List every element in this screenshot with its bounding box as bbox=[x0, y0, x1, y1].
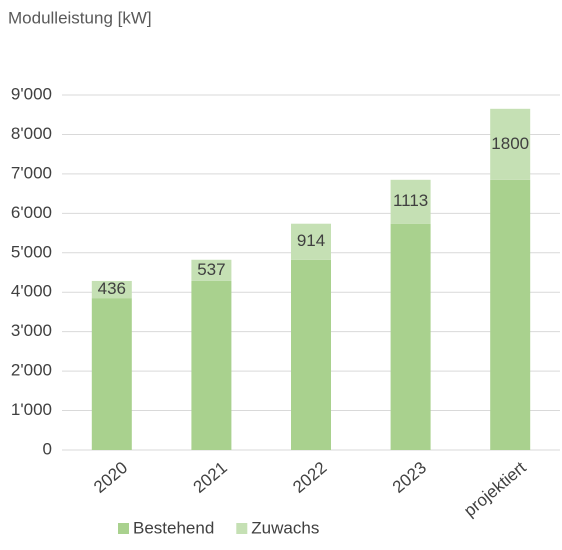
data-label: 537 bbox=[197, 260, 225, 279]
x-tick-label: 2020 bbox=[90, 458, 131, 497]
bar-segment bbox=[291, 259, 331, 450]
x-tick-label: 2023 bbox=[389, 458, 430, 497]
x-tick-label: projektiert bbox=[460, 458, 530, 521]
y-tick-label: 8'000 bbox=[11, 124, 52, 143]
x-tick-label: 2022 bbox=[289, 458, 330, 497]
bar-segment bbox=[291, 223, 331, 260]
data-label: 436 bbox=[98, 279, 126, 298]
chart-title: Modulleistung [kW] bbox=[8, 8, 152, 27]
data-label: 914 bbox=[297, 231, 325, 250]
legend-label: Zuwachs bbox=[251, 518, 319, 537]
y-tick-label: 7'000 bbox=[11, 163, 52, 182]
bar-segment bbox=[191, 280, 232, 450]
y-tick-label: 4'000 bbox=[11, 282, 52, 301]
legend-swatch bbox=[236, 523, 248, 534]
bar-segment bbox=[91, 280, 132, 299]
y-tick-label: 0 bbox=[43, 439, 52, 458]
bar-segment bbox=[490, 179, 531, 451]
y-tick-label: 9'000 bbox=[11, 84, 52, 103]
bar-segment bbox=[390, 179, 431, 224]
legend-label: Bestehend bbox=[133, 518, 214, 537]
bar-segment bbox=[390, 223, 431, 450]
y-tick-label: 1'000 bbox=[11, 400, 52, 419]
y-tick-label: 2'000 bbox=[11, 361, 52, 380]
bar-segment bbox=[490, 108, 531, 180]
y-tick-label: 6'000 bbox=[11, 203, 52, 222]
bar-segment bbox=[91, 298, 132, 450]
y-tick-label: 3'000 bbox=[11, 321, 52, 340]
legend-swatch bbox=[118, 523, 129, 534]
bar-segment bbox=[191, 259, 232, 281]
x-tick-label: 2021 bbox=[190, 458, 231, 497]
y-tick-label: 5'000 bbox=[11, 242, 52, 261]
data-label: 1113 bbox=[393, 191, 428, 210]
data-label: 1800 bbox=[491, 134, 529, 153]
